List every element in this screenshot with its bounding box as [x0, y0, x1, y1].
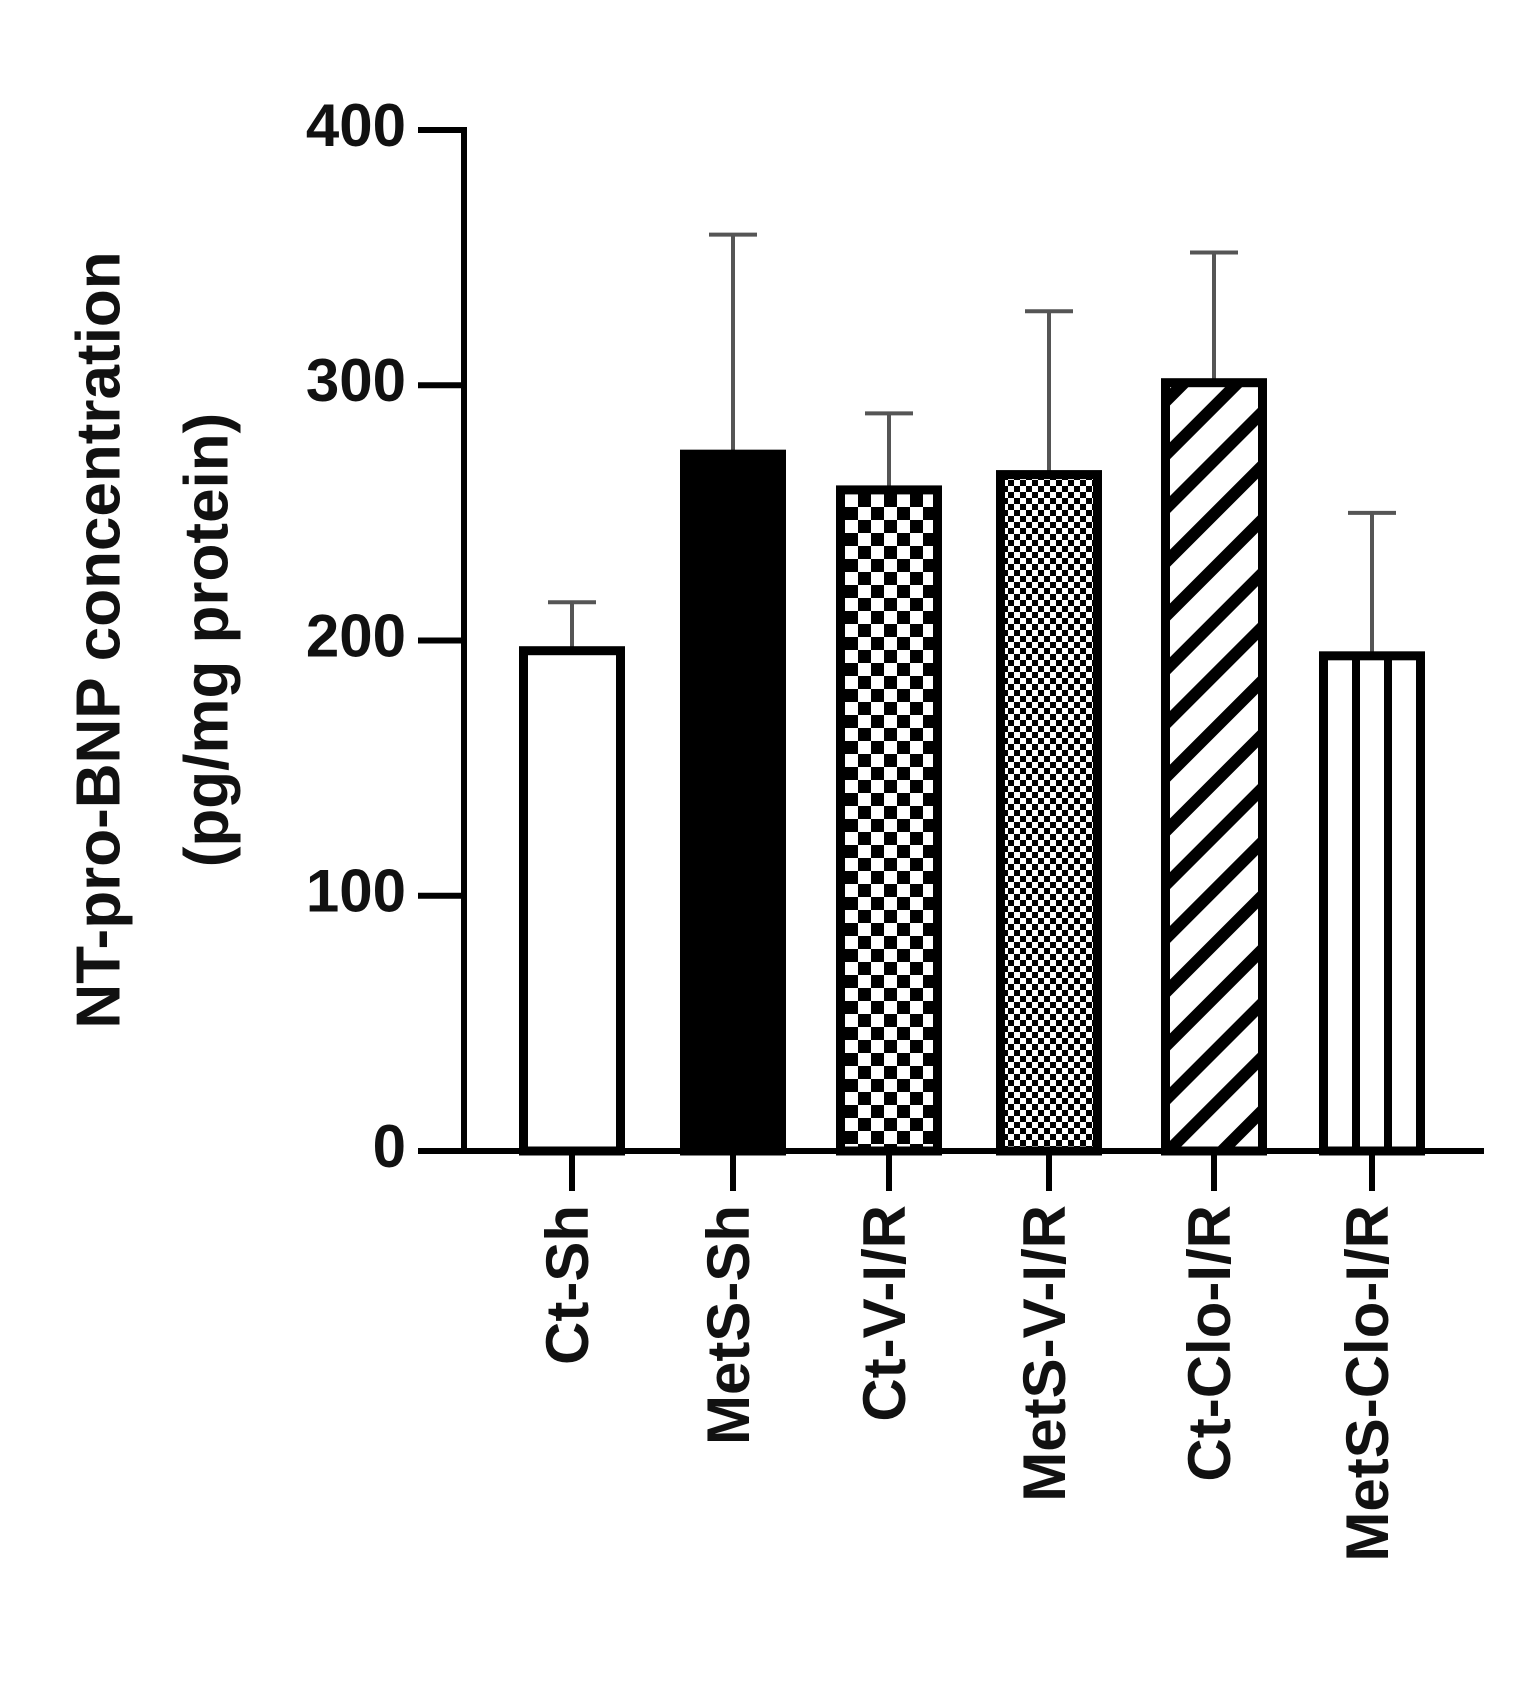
bar: [996, 470, 1102, 1156]
bar: [1319, 651, 1425, 1156]
bar: [519, 646, 625, 1156]
x-tick-label: MetS-V-I/R: [1011, 1205, 1078, 1502]
y-tick-label: 0: [373, 1113, 406, 1180]
bar: [1161, 378, 1267, 1156]
x-tick-label: Ct-Clo-I/R: [1176, 1205, 1243, 1482]
bar: [836, 485, 942, 1156]
y-tick-label: 300: [306, 347, 406, 414]
x-tick-label: Ct-V-I/R: [851, 1205, 918, 1422]
y-tick-label: 100: [306, 858, 406, 925]
y-axis-title: (pg/mg protein): [172, 413, 241, 868]
bar: [680, 449, 786, 1156]
x-tick-label: MetS-Clo-I/R: [1334, 1205, 1401, 1562]
x-tick-label: MetS-Sh: [695, 1205, 762, 1445]
y-tick-label: 400: [306, 92, 406, 159]
x-tick-label: Ct-Sh: [534, 1205, 601, 1365]
y-axis-title: NT-pro-BNP concentration: [64, 251, 133, 1028]
y-tick-label: 200: [306, 602, 406, 669]
